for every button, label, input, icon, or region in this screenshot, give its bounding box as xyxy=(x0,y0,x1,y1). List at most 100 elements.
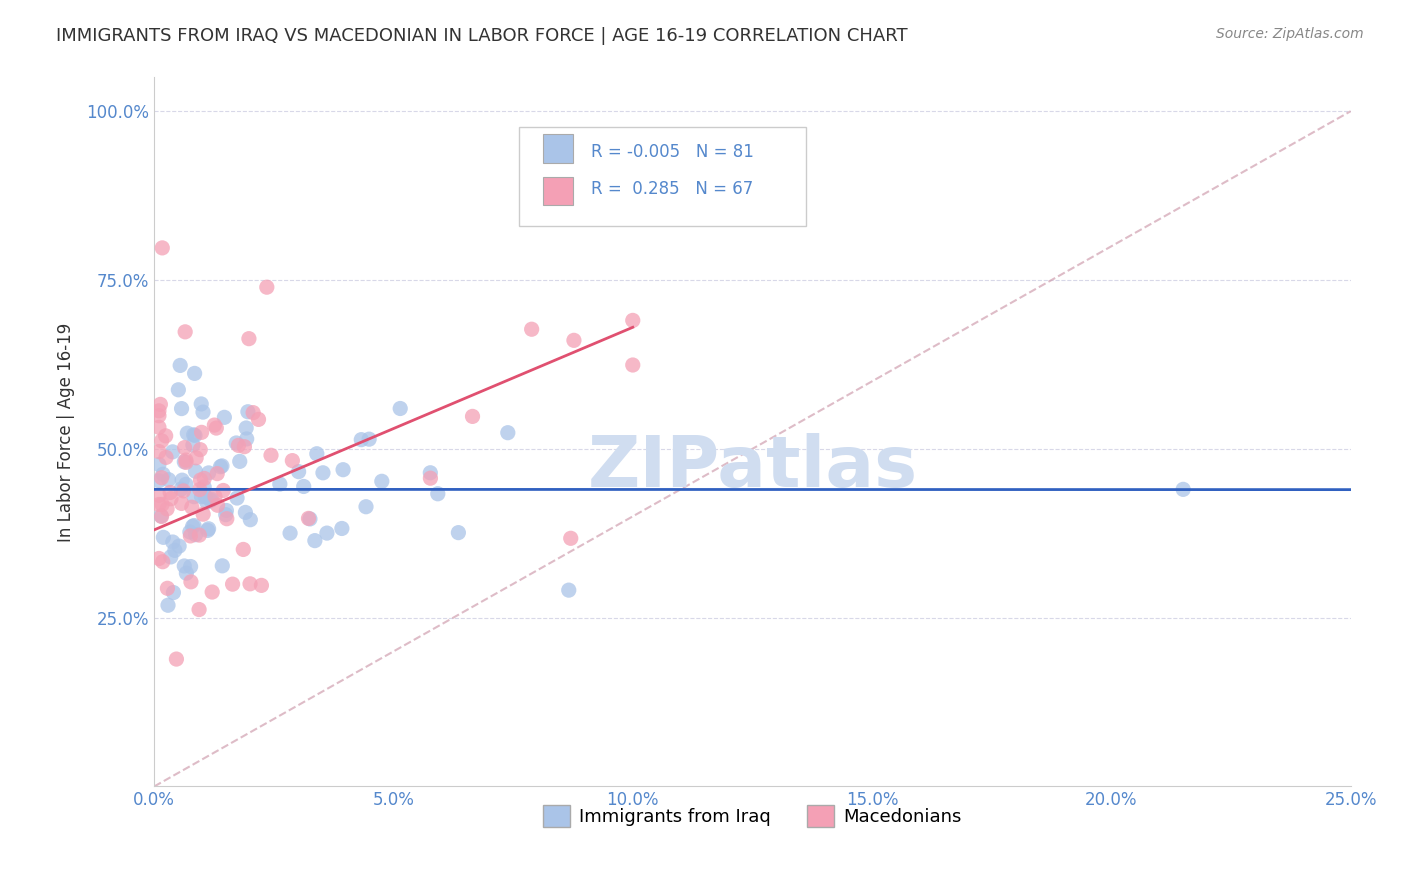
Point xyxy=(184,527,207,541)
Point xyxy=(236,405,259,419)
Point xyxy=(148,498,170,512)
Point xyxy=(419,466,441,480)
Point xyxy=(191,405,214,419)
Point xyxy=(173,455,195,469)
Point xyxy=(205,421,228,435)
Point xyxy=(160,491,183,506)
Point xyxy=(238,332,260,346)
Point xyxy=(281,453,304,467)
Point xyxy=(170,482,193,496)
Point xyxy=(148,409,170,423)
Point xyxy=(232,542,254,557)
Point xyxy=(156,599,179,613)
Point xyxy=(242,406,264,420)
Point xyxy=(179,524,201,539)
Point xyxy=(170,401,193,416)
Point xyxy=(176,426,198,441)
Point xyxy=(150,471,173,485)
Point xyxy=(371,475,394,489)
Point xyxy=(215,512,238,526)
Point xyxy=(162,585,184,599)
Point xyxy=(167,383,190,397)
Point xyxy=(155,429,177,443)
Point xyxy=(197,522,219,536)
Text: R = -0.005   N = 81: R = -0.005 N = 81 xyxy=(591,143,754,161)
Point xyxy=(235,505,257,519)
Point xyxy=(207,498,229,512)
Point xyxy=(150,498,173,512)
Point xyxy=(201,585,224,599)
Point xyxy=(148,474,170,488)
Point xyxy=(184,464,207,478)
Point xyxy=(169,359,191,373)
Point xyxy=(172,483,194,498)
Point xyxy=(250,578,273,592)
Point xyxy=(174,453,197,467)
Point xyxy=(226,491,249,505)
Point xyxy=(172,473,194,487)
Point xyxy=(194,490,217,504)
Text: R =  0.285   N = 67: R = 0.285 N = 67 xyxy=(591,180,754,198)
Point xyxy=(186,450,208,465)
Point xyxy=(181,519,204,533)
Y-axis label: In Labor Force | Age 16-19: In Labor Force | Age 16-19 xyxy=(58,322,75,541)
Point xyxy=(562,334,585,348)
Point xyxy=(148,420,170,434)
Point xyxy=(167,539,190,553)
Text: ZIPatlas: ZIPatlas xyxy=(588,433,918,502)
Point xyxy=(148,551,170,566)
Point xyxy=(162,535,184,549)
Point xyxy=(183,367,205,381)
Point xyxy=(148,444,170,458)
Point xyxy=(419,471,441,485)
Point xyxy=(148,458,170,472)
Point xyxy=(150,508,173,523)
Point xyxy=(304,533,326,548)
Point xyxy=(159,549,181,564)
Point xyxy=(298,512,321,526)
Legend: Immigrants from Iraq, Macedonians: Immigrants from Iraq, Macedonians xyxy=(536,797,969,834)
Point xyxy=(155,450,177,465)
Point xyxy=(359,432,381,446)
Point xyxy=(204,490,226,504)
Point xyxy=(256,280,278,294)
Point xyxy=(205,467,228,481)
Point xyxy=(233,440,256,454)
Point xyxy=(183,490,205,504)
Point xyxy=(188,483,211,497)
Point xyxy=(188,442,211,457)
Point xyxy=(188,528,211,542)
Point xyxy=(173,441,195,455)
Point xyxy=(174,455,197,469)
Point xyxy=(621,358,644,372)
Point xyxy=(156,502,179,516)
Point xyxy=(269,477,291,491)
Point xyxy=(191,507,214,521)
Point xyxy=(621,313,644,327)
Point xyxy=(156,582,179,596)
Point xyxy=(211,558,233,573)
Point xyxy=(292,479,315,493)
Point xyxy=(260,448,283,462)
Point xyxy=(447,525,470,540)
Point xyxy=(159,485,181,500)
Point xyxy=(461,409,484,424)
Point xyxy=(197,524,219,538)
Point xyxy=(239,513,262,527)
Point xyxy=(201,492,224,507)
Point xyxy=(214,410,236,425)
FancyBboxPatch shape xyxy=(543,134,572,162)
Point xyxy=(558,583,581,598)
Point xyxy=(152,555,174,569)
Point xyxy=(496,425,519,440)
Point xyxy=(202,418,225,433)
Point xyxy=(389,401,412,416)
Point xyxy=(221,577,243,591)
Point xyxy=(332,463,354,477)
Point xyxy=(278,526,301,541)
Point xyxy=(297,511,319,525)
Point xyxy=(1173,483,1195,497)
Point xyxy=(305,447,328,461)
Point xyxy=(239,577,262,591)
Point xyxy=(193,480,215,494)
